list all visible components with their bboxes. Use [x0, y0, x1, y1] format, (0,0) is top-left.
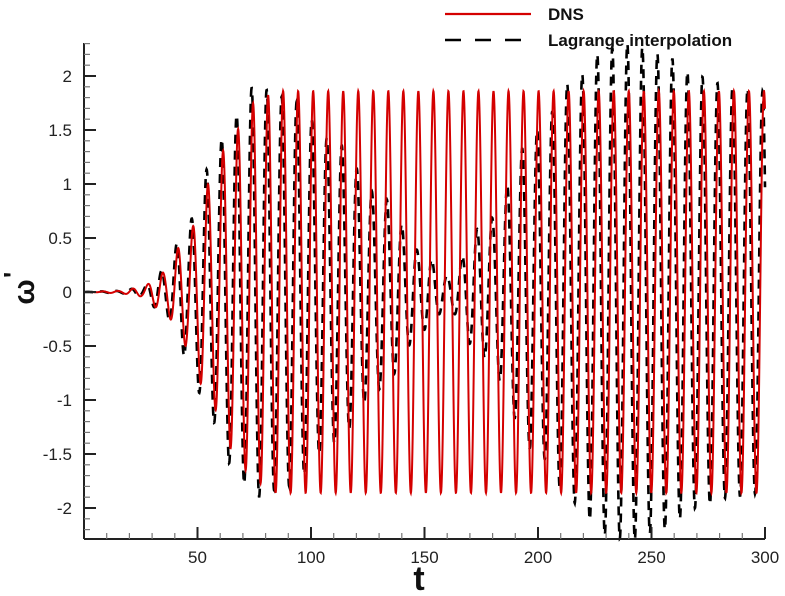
- y-tick-label: -1: [57, 391, 72, 410]
- x-tick-label: 100: [297, 548, 325, 567]
- y-tick-label: 2: [63, 67, 72, 86]
- y-tick-label: 1.5: [48, 121, 72, 140]
- x-axis-title: t: [413, 560, 424, 596]
- y-axis-title-omega: ω: [8, 279, 41, 304]
- y-axis-title-prime: ': [0, 272, 28, 278]
- y-tick-label: -2: [57, 499, 72, 518]
- legend: DNS Lagrange interpolation: [445, 5, 732, 50]
- series-dns-line: [84, 87, 766, 497]
- x-tick-label: 50: [188, 548, 207, 567]
- x-tick-label: 250: [637, 548, 665, 567]
- legend-dns-label: DNS: [548, 5, 584, 24]
- legend-lagrange-label: Lagrange interpolation: [548, 31, 732, 50]
- x-tick-label: 200: [524, 548, 552, 567]
- plot-area: [84, 41, 767, 542]
- y-tick-label: -0.5: [43, 337, 72, 356]
- axes: [83, 42, 766, 540]
- y-tick-label: 0.5: [48, 229, 72, 248]
- y-tick-label: 0: [63, 283, 72, 302]
- x-tick-label: 150: [410, 548, 438, 567]
- y-axis-title: ω ': [0, 272, 41, 305]
- y-tick-label: -1.5: [43, 445, 72, 464]
- x-tick-label: 300: [751, 548, 779, 567]
- y-tick-label: 1: [63, 175, 72, 194]
